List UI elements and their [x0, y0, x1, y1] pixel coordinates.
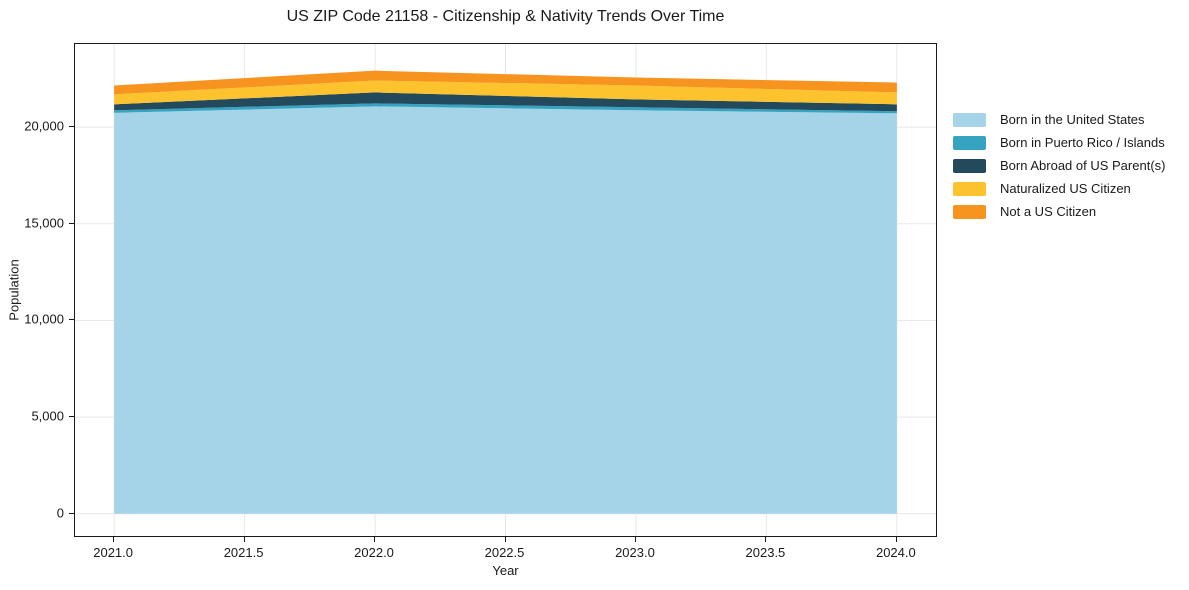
area-series [114, 70, 897, 95]
stacked-area-chart [75, 44, 936, 536]
y-tick-mark [69, 222, 74, 224]
chart-title: US ZIP Code 21158 - Citizenship & Nativi… [286, 8, 725, 25]
legend-swatch-not-citizen [953, 204, 986, 219]
legend-swatch-puerto-rico [953, 135, 986, 150]
legend-swatch-naturalized [953, 181, 986, 196]
y-tick-mark [69, 319, 74, 321]
y-tick-mark [69, 126, 74, 128]
x-tick-label: 2023.5 [745, 545, 786, 560]
area-series [114, 106, 897, 514]
x-tick-mark [504, 537, 506, 542]
x-tick-mark [374, 537, 376, 542]
legend-label: Naturalized US Citizen [1000, 181, 1131, 196]
y-tick-mark [69, 416, 74, 418]
x-tick-mark [243, 537, 245, 542]
x-tick-label: 2024.0 [875, 545, 916, 560]
y-tick-label: 0 [56, 505, 64, 521]
legend-label: Born in the United States [1000, 112, 1145, 127]
legend-label: Born in Puerto Rico / Islands [1000, 135, 1165, 150]
legend-item: Born Abroad of US Parent(s) [953, 154, 1165, 177]
legend: Born in the United States Born in Puerto… [953, 108, 1165, 223]
legend-item: Not a US Citizen [953, 200, 1165, 223]
x-tick-label: 2022.5 [484, 545, 525, 560]
legend-swatch-born-abroad [953, 158, 986, 173]
y-tick-mark [69, 512, 74, 514]
area-series [114, 80, 897, 105]
legend-item: Born in Puerto Rico / Islands [953, 131, 1165, 154]
area-series [114, 92, 897, 112]
legend-label: Not a US Citizen [1000, 204, 1097, 219]
x-tick-label: 2023.0 [615, 545, 655, 560]
x-tick-mark [895, 537, 897, 542]
y-axis-label: Population [6, 259, 22, 321]
area-series [114, 103, 897, 114]
x-tick-mark [634, 537, 636, 542]
legend-item: Born in the United States [953, 108, 1165, 131]
y-tick-label: 15,000 [24, 215, 64, 231]
plot-area [74, 43, 937, 537]
y-tick-label: 10,000 [24, 311, 64, 327]
x-tick-label: 2021.5 [223, 545, 264, 560]
x-tick-label: 2021.0 [93, 545, 134, 560]
legend-swatch-born-us [953, 112, 986, 127]
legend-item: Naturalized US Citizen [953, 177, 1165, 200]
x-axis-label: Year [492, 563, 519, 578]
x-tick-label: 2022.0 [354, 545, 394, 560]
y-tick-label: 20,000 [24, 118, 64, 134]
x-tick-mark [113, 537, 115, 542]
legend-label: Born Abroad of US Parent(s) [1000, 158, 1166, 173]
x-tick-mark [765, 537, 767, 542]
y-tick-label: 5,000 [31, 408, 64, 424]
